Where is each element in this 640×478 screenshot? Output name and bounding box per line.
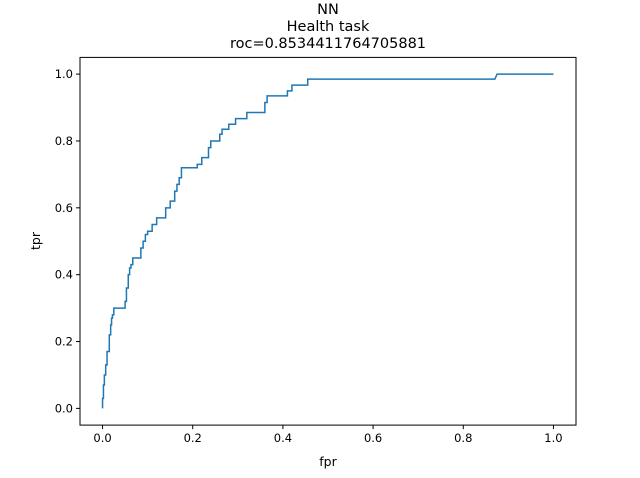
- x-tick-label: 0.2: [184, 431, 202, 445]
- x-axis-label: fpr: [319, 454, 337, 469]
- y-tick-label: 0.6: [55, 201, 73, 215]
- y-tick-label: 0.4: [55, 268, 73, 282]
- x-tick-label: 0.6: [364, 431, 382, 445]
- y-tick-label: 0.8: [55, 134, 73, 148]
- x-tick-label: 0.8: [454, 431, 472, 445]
- x-tick-label: 0.0: [93, 431, 111, 445]
- y-axis-ticks: 0.0 0.2 0.4 0.6 0.8 1.0: [55, 67, 80, 415]
- title-line-3: roc=0.8534411764705881: [230, 36, 426, 52]
- y-tick-label: 1.0: [55, 67, 73, 81]
- title-line-1: NN: [317, 2, 339, 18]
- title-line-2: Health task: [287, 19, 370, 35]
- x-tick-label: 1.0: [544, 431, 562, 445]
- roc-curve-line: [101, 73, 554, 409]
- y-tick-label: 0.0: [55, 401, 73, 415]
- plot-area: [79, 56, 577, 426]
- chart-title: NN Health task roc=0.8534411764705881: [230, 2, 426, 52]
- x-axis-ticks: 0.0 0.2 0.4 0.6 0.8 1.0: [93, 425, 563, 445]
- x-tick-label: 0.4: [274, 431, 292, 445]
- y-axis-label: tpr: [28, 231, 43, 250]
- y-tick-label: 0.2: [55, 335, 73, 349]
